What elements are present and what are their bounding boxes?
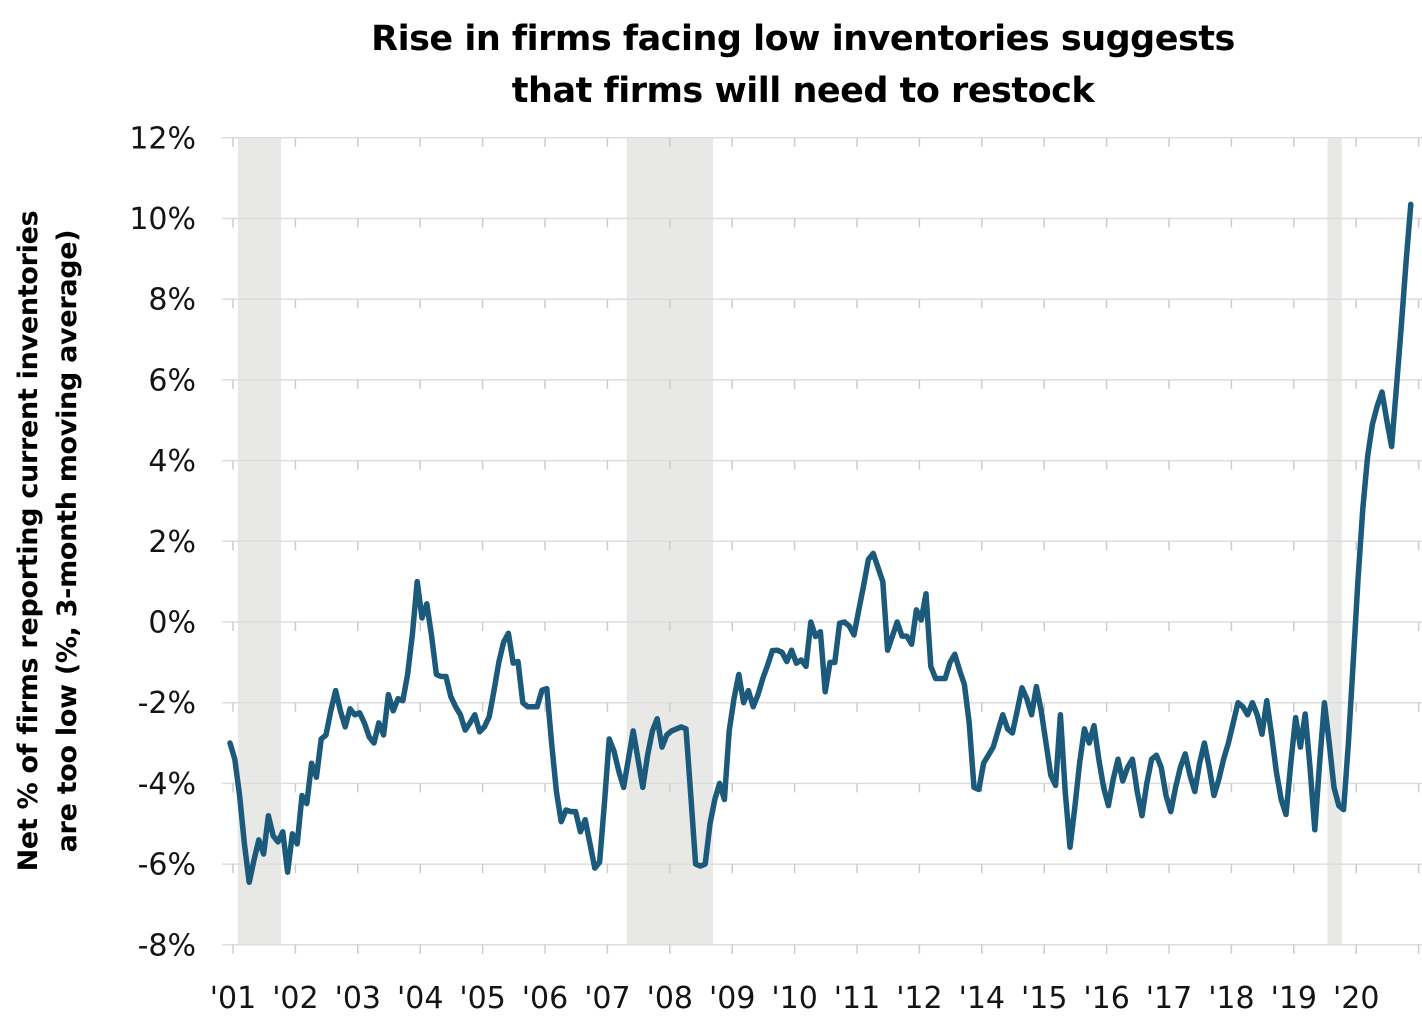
y-axis-title-line-2: are too low (%, 3-month moving average) xyxy=(52,230,83,853)
x-tick-label: '06 xyxy=(522,981,568,1016)
chart-title-line-1: Rise in firms facing low inventories sug… xyxy=(371,19,1235,59)
x-tick-label: '07 xyxy=(584,981,630,1016)
x-tick-label: '02 xyxy=(272,981,318,1016)
y-tick-label: 10% xyxy=(129,202,196,237)
y-tick-label: 4% xyxy=(148,444,196,479)
x-tick-label: '16 xyxy=(1083,981,1129,1016)
chart-title: Rise in firms facing low inventories sug… xyxy=(371,19,1235,111)
y-tick-label: 12% xyxy=(129,121,196,156)
x-tick-label: '19 xyxy=(1271,981,1317,1016)
x-tick-label: '12 xyxy=(896,981,942,1016)
y-tick-label: -2% xyxy=(138,686,196,721)
y-tick-label: 8% xyxy=(148,283,196,318)
x-tick-label: '05 xyxy=(459,981,505,1016)
data-line xyxy=(227,201,1414,886)
y-tick-label: -4% xyxy=(138,767,196,802)
x-tick-label: '15 xyxy=(1021,981,1067,1016)
gridline-year-ticks xyxy=(232,137,1420,954)
x-tick-label: '01 xyxy=(210,981,256,1016)
x-tick-label: '04 xyxy=(397,981,443,1016)
y-tick-label: 6% xyxy=(148,363,196,398)
x-tick-label: '03 xyxy=(335,981,381,1016)
x-tick-label: '09 xyxy=(709,981,755,1016)
x-tick-label: '20 xyxy=(1333,981,1379,1016)
x-tick-label: '08 xyxy=(647,981,693,1016)
y-tick-label: -8% xyxy=(138,928,196,963)
y-tick-label: 0% xyxy=(148,606,196,641)
gridlines xyxy=(222,137,1422,946)
y-tick-label: 2% xyxy=(148,525,196,560)
y-axis-title: Net % of firms reporting current invento… xyxy=(13,211,83,872)
y-axis-title-line-1: Net % of firms reporting current invento… xyxy=(13,211,44,872)
x-tick-label: '18 xyxy=(1208,981,1254,1016)
x-tick-label: '10 xyxy=(771,981,817,1016)
x-tick-label: '11 xyxy=(834,981,880,1016)
x-tick-label: '14 xyxy=(959,981,1005,1016)
x-tick-label: '17 xyxy=(1146,981,1192,1016)
chart-title-line-2: that firms will need to restock xyxy=(512,71,1096,111)
y-tick-label: -6% xyxy=(138,848,196,883)
x-axis-tick-labels: '01 '02 '03 '04 '05 '06 '07 '08 '09 '10 '11 '12 '14 '… xyxy=(210,981,1380,1016)
y-axis-tick-labels: 12% 10% 8% 6% 4% 2% 0% -2% -4% -6% -8% xyxy=(129,121,196,963)
